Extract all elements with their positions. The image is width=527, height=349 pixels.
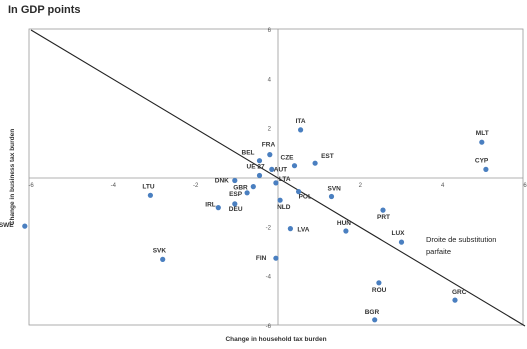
point-label: PRT: [377, 214, 390, 221]
point-label: SVK: [153, 247, 167, 254]
data-point: [452, 297, 458, 303]
data-point: [269, 166, 275, 172]
point-label: ITA: [296, 118, 306, 125]
data-point: [372, 317, 378, 323]
x-tick-label: 4: [441, 183, 445, 189]
chart-title: In GDP points: [8, 4, 81, 16]
y-tick-label: 6: [268, 28, 272, 34]
point-label: AUT: [274, 166, 287, 173]
point-label: DNK: [215, 178, 229, 185]
point-label: ROU: [372, 287, 387, 294]
point-label: BEL: [242, 150, 255, 157]
point-label: DEU: [229, 206, 243, 213]
data-point: [328, 193, 335, 200]
x-tick-label: -2: [193, 183, 199, 189]
y-axis-label: Change in business tax burden: [9, 129, 16, 225]
point-label: ESP: [229, 191, 243, 198]
point-label: LTU: [142, 183, 154, 190]
reference-line-label-line-1: Droite de substitution: [426, 235, 496, 244]
data-point: [267, 152, 273, 158]
data-point: [273, 180, 279, 186]
data-point: [244, 190, 250, 196]
point-label: LTA: [279, 176, 291, 183]
data-point: [380, 207, 386, 213]
x-tick-label: 6: [523, 183, 527, 189]
perfect-substitution-line: [30, 29, 526, 327]
x-tick-label: 2: [359, 183, 363, 189]
data-point: [398, 239, 405, 245]
point-label: UE 27: [247, 164, 265, 171]
y-tick-label: -6: [266, 324, 272, 330]
data-point: [256, 172, 263, 179]
point-label: MLT: [476, 130, 489, 137]
y-tick-label: 2: [268, 127, 272, 133]
point-label: SVN: [328, 186, 342, 193]
data-point: [273, 255, 279, 261]
point-label: GRC: [452, 289, 467, 296]
x-axis-label: Change in household tax burden: [225, 336, 326, 343]
data-point: [343, 228, 349, 234]
point-label: EST: [321, 153, 334, 160]
y-tick-label: -2: [266, 225, 272, 231]
x-tick-label: -6: [28, 183, 34, 189]
data-point: [215, 205, 221, 211]
data-point: [22, 223, 28, 229]
data-point: [296, 189, 302, 195]
data-point: [291, 163, 298, 169]
plot-frame: [28, 28, 524, 326]
point-label: HUN: [337, 220, 351, 227]
data-point: [312, 160, 318, 166]
point-label: CYP: [475, 157, 489, 164]
point-label: BGR: [365, 309, 380, 316]
point-label: FIN: [256, 255, 267, 262]
point-label: CZE: [281, 155, 295, 162]
data-point: [250, 184, 256, 190]
point-label: LVA: [297, 227, 309, 234]
point-label: POL: [299, 194, 312, 201]
data-point: [298, 127, 304, 133]
y-tick-label: -4: [266, 275, 272, 281]
x-tick-label: -4: [111, 183, 117, 189]
point-label: FRA: [262, 142, 276, 149]
data-point: [160, 256, 166, 262]
y-tick-label: 4: [268, 77, 272, 83]
point-label: IRL: [205, 202, 216, 209]
data-point: [232, 201, 238, 207]
data-point: [479, 139, 485, 145]
reference-line-label-line-2: parfaite: [426, 247, 451, 256]
point-label: LUX: [392, 230, 406, 237]
point-label: NLD: [277, 204, 291, 211]
data-point: [232, 177, 238, 184]
data-point: [483, 166, 489, 172]
data-point: [256, 158, 263, 164]
point-label: GBR: [233, 185, 248, 192]
data-point: [287, 226, 293, 232]
data-point: [277, 197, 283, 203]
data-point: [147, 192, 153, 198]
tick-labels: -6 -4 -2 2 4 6 -6 -4 -2 2 4 6: [28, 28, 527, 330]
point-label: SWE: [0, 222, 14, 229]
data-point: [376, 280, 382, 286]
